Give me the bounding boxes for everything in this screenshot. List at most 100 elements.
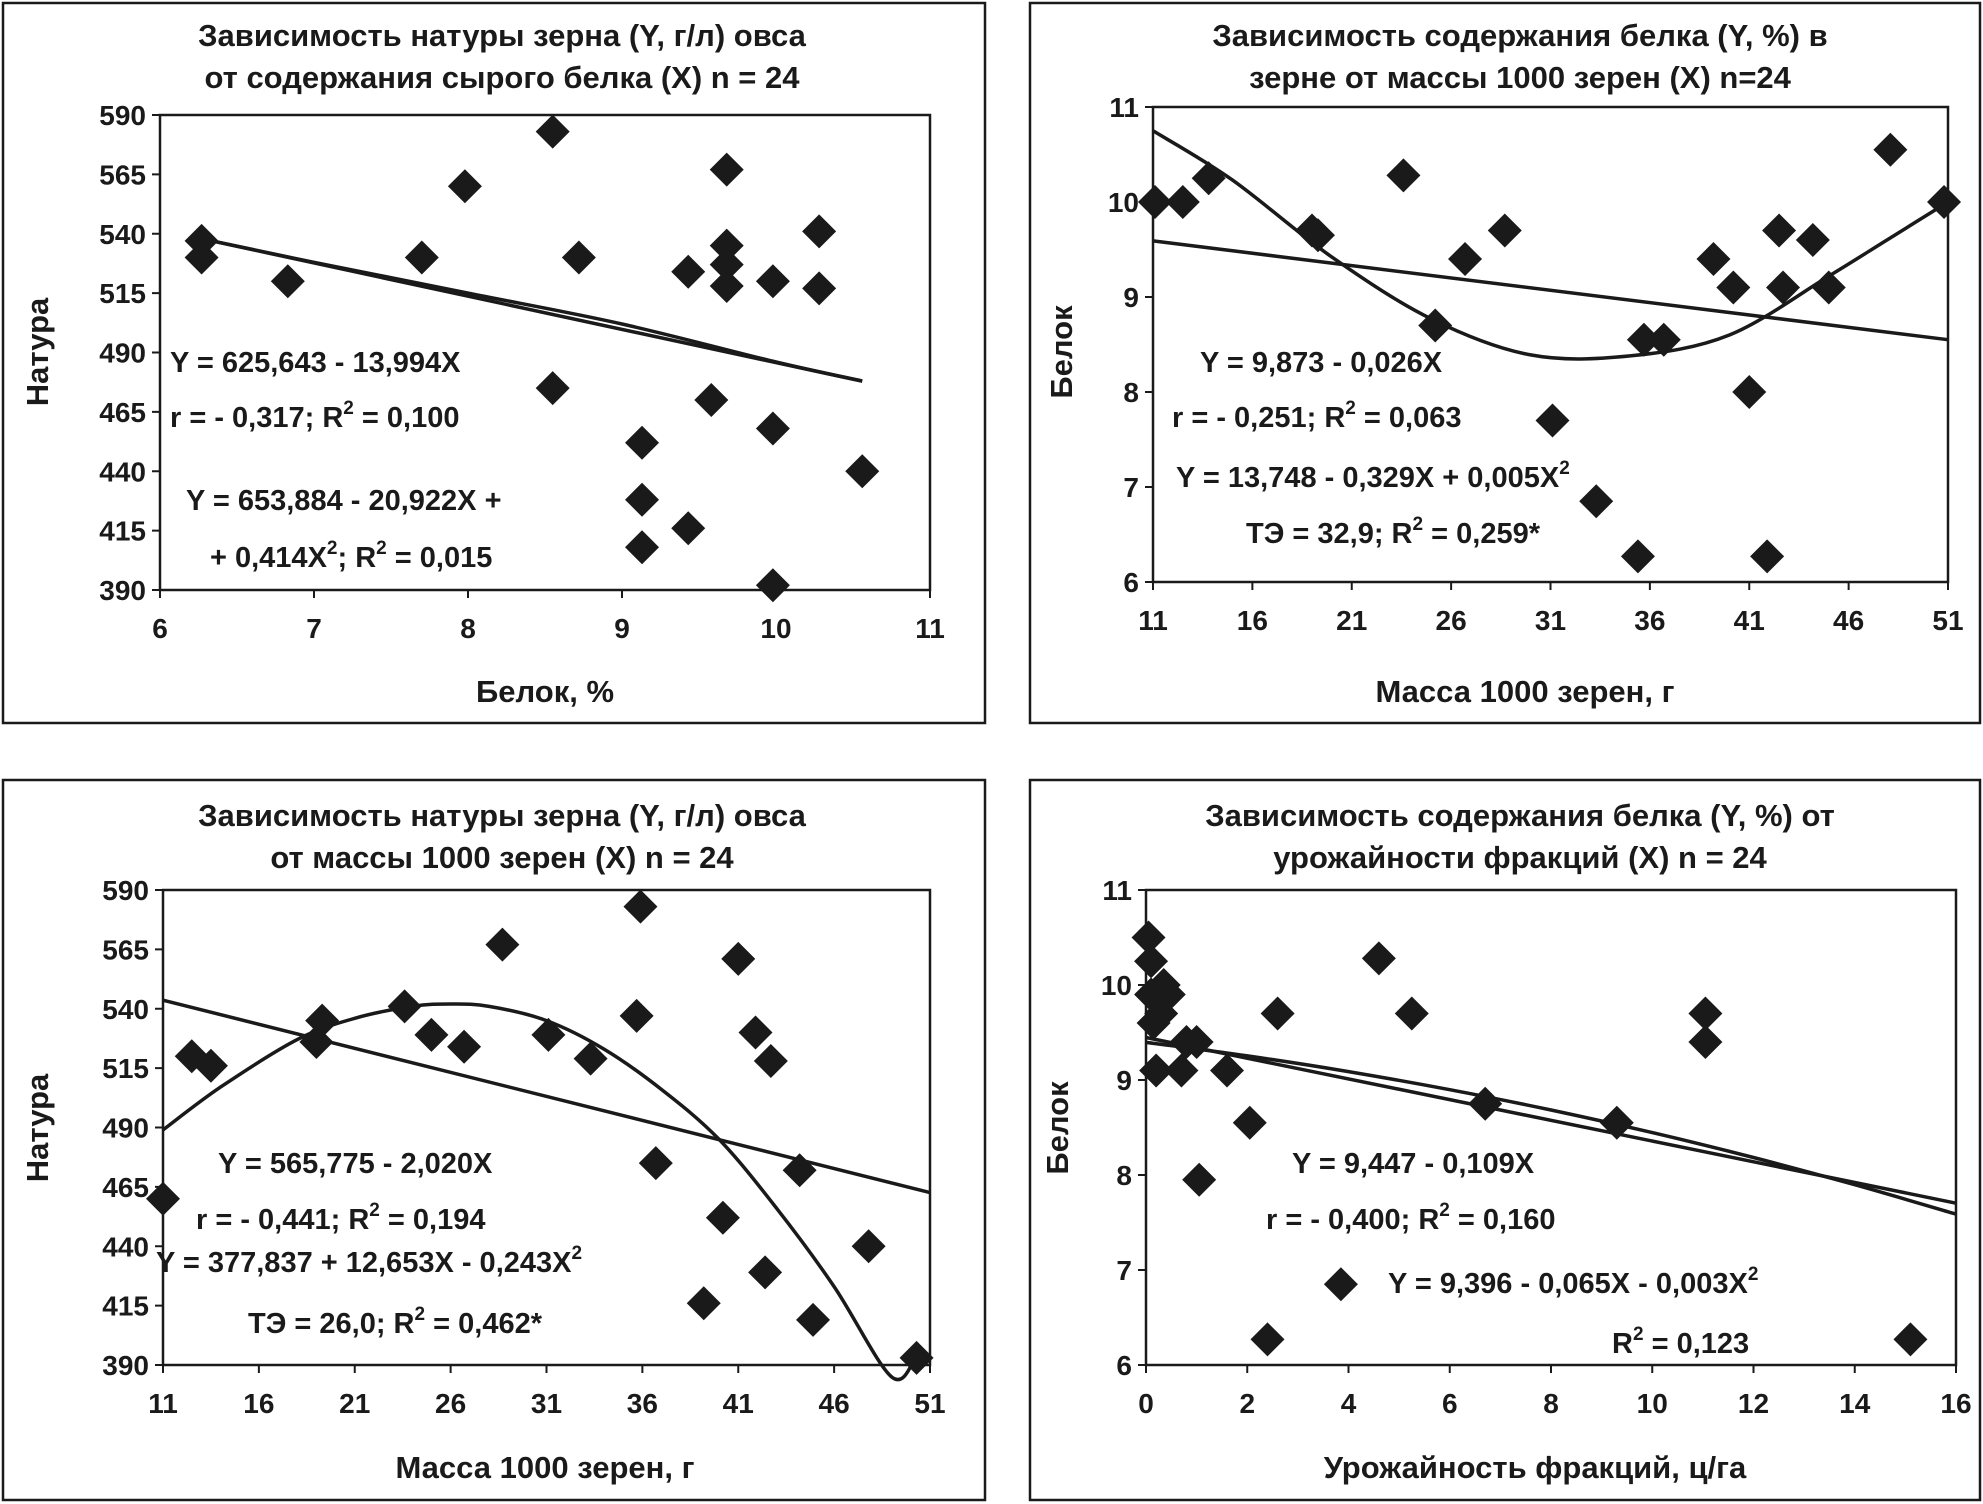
- equation-superscript: 2: [1559, 458, 1570, 479]
- data-point: [1599, 1105, 1634, 1140]
- data-point: [561, 240, 596, 275]
- data-point: [748, 1255, 783, 1290]
- data-point: [1626, 322, 1661, 357]
- data-point: [1394, 996, 1429, 1031]
- x-tick-label: 12: [1738, 1388, 1769, 1419]
- chart-title-line-1: Зависимость натуры зерна (Y, г/л) овса: [198, 798, 807, 833]
- y-tick-label: 465: [102, 1172, 149, 1203]
- equation-text: r = - 0,317; R: [170, 402, 343, 434]
- equation-superscript: 2: [1748, 1264, 1759, 1285]
- y-tick-label: 11: [1109, 92, 1139, 123]
- data-points: [1137, 132, 1962, 574]
- y-tick-label: 8: [1123, 377, 1139, 408]
- data-point: [709, 152, 744, 187]
- y-tick-label: 6: [1116, 1350, 1132, 1381]
- equation-superscript: 2: [1413, 514, 1424, 535]
- equation-line: ТЭ = 32,9; R2 = 0,259*: [1246, 514, 1541, 550]
- chart-title-line-2: урожайности фракций (X) n = 24: [1273, 840, 1767, 875]
- trend-lines: [201, 236, 863, 383]
- axis-ticks: 11 16 21 26 31 36 41 46 51 6 7 8 9 10 11: [1108, 92, 1964, 636]
- data-point: [671, 511, 706, 546]
- data-point: [1182, 1162, 1217, 1197]
- y-tick-label: 10: [1108, 187, 1139, 218]
- y-axis-label: Натура: [20, 1073, 55, 1182]
- equation-superscript: 2: [327, 538, 338, 559]
- data-point: [1535, 403, 1570, 438]
- equation-text: Y = 9,447 - 0,109X: [1292, 1148, 1535, 1180]
- data-point: [535, 114, 570, 149]
- data-point: [535, 371, 570, 406]
- x-tick-label: 21: [339, 1388, 370, 1419]
- x-tick-label: 36: [627, 1388, 658, 1419]
- data-point: [1165, 185, 1200, 219]
- x-tick-label: 11: [1138, 605, 1168, 636]
- equation-line: Y = 625,643 - 13,994X: [170, 347, 461, 379]
- chart-protein-vs-fraction-yield: Зависимость содержания белка (Y, %) от у…: [1028, 778, 1982, 1502]
- data-point: [1260, 996, 1295, 1031]
- data-point: [1795, 223, 1830, 257]
- y-axis-label: Натура: [20, 297, 55, 406]
- equation-text: = 0,160: [1450, 1204, 1556, 1236]
- data-point: [755, 411, 790, 446]
- data-point: [782, 1153, 817, 1188]
- data-point: [802, 214, 837, 249]
- x-axis-label: Масса 1000 зерен, г: [1375, 674, 1674, 709]
- x-tick-label: 26: [1436, 605, 1467, 636]
- equation-text: = 0,123: [1644, 1328, 1750, 1360]
- equation-line: r = - 0,400; R2 = 0,160: [1266, 1200, 1555, 1236]
- data-point: [625, 530, 660, 565]
- x-tick-label: 11: [915, 613, 945, 644]
- data-point: [270, 264, 305, 299]
- chart-title-line-2: зерне от массы 1000 зерен (X) n=24: [1249, 60, 1792, 95]
- y-tick-label: 515: [102, 1053, 149, 1084]
- y-tick-label: 11: [1102, 875, 1132, 906]
- x-axis-label: Урожайность фракций, ц/га: [1324, 1450, 1747, 1485]
- y-tick-label: 465: [99, 397, 146, 428]
- x-tick-label: 16: [1237, 605, 1268, 636]
- data-point: [753, 1044, 788, 1078]
- y-tick-label: 390: [102, 1350, 149, 1381]
- equation-text: Y = 653,884 - 20,922X +: [186, 485, 502, 517]
- equation-line: r = - 0,441; R2 = 0,194: [196, 1200, 485, 1236]
- data-point: [146, 1181, 180, 1216]
- x-tick-label: 31: [531, 1388, 562, 1419]
- equation-text: Y = 377,837 + 12,653X - 0,243X: [156, 1247, 572, 1279]
- plot-area: [158, 113, 932, 592]
- y-tick-label: 590: [99, 100, 146, 131]
- data-point: [625, 425, 660, 460]
- equation-text: = 0,194: [380, 1204, 486, 1236]
- data-point: [414, 1017, 449, 1052]
- equation-text: = 0,015: [387, 542, 493, 574]
- data-point: [623, 889, 658, 924]
- chart-title-line-2: от содержания сырого белка (X) n = 24: [204, 60, 800, 95]
- data-point: [305, 1003, 340, 1038]
- plot-area: [161, 888, 932, 1367]
- data-point: [802, 271, 837, 306]
- data-point: [1151, 977, 1186, 1012]
- y-tick-label: 440: [102, 1231, 149, 1262]
- equation-text: = 0,462*: [425, 1308, 543, 1340]
- data-point: [1750, 539, 1785, 574]
- data-point: [709, 228, 744, 263]
- x-tick-label: 51: [1932, 605, 1963, 636]
- equation-line: r = - 0,317; R2 = 0,100: [170, 398, 459, 434]
- data-point: [1386, 158, 1421, 193]
- chart-test-weight-vs-thousand-kernel-weight: Зависимость натуры зерна (Y, г/л) овса о…: [1, 778, 987, 1502]
- axis-ticks: 11 16 21 26 31 36 41 46 51 390 415 440 465 490 515 540 5…: [102, 875, 945, 1419]
- plot-area: [1144, 888, 1958, 1367]
- equation-text: Y = 565,775 - 2,020X: [218, 1148, 493, 1180]
- data-point: [796, 1302, 831, 1337]
- data-point: [1620, 539, 1655, 574]
- x-tick-label: 10: [760, 613, 791, 644]
- x-tick-label: 0: [1138, 1388, 1154, 1419]
- data-point: [1250, 1322, 1285, 1357]
- x-tick-label: 16: [1940, 1388, 1971, 1419]
- trend-lines: [1145, 1035, 1957, 1216]
- data-point: [1134, 944, 1169, 979]
- data-point: [845, 454, 880, 489]
- linear-trend-line: [1152, 239, 1949, 342]
- equation-superscript: 2: [1439, 1200, 1450, 1221]
- x-tick-label: 9: [614, 613, 630, 644]
- x-tick-label: 10: [1637, 1388, 1668, 1419]
